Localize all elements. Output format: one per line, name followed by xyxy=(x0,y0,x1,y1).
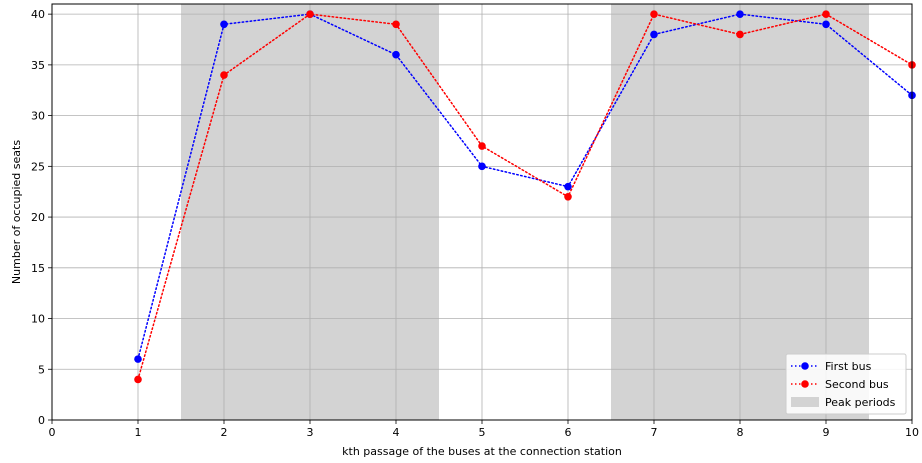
legend-marker-first-bus xyxy=(801,362,809,370)
data-point-second-bus xyxy=(564,192,572,201)
legend: First bus Second bus Peak periods xyxy=(785,353,907,415)
y-tick-label: 0 xyxy=(38,414,45,427)
legend-label-peak-periods: Peak periods xyxy=(825,396,896,409)
data-point-second-bus xyxy=(822,10,830,18)
legend-patch-peak-periods xyxy=(791,397,819,407)
x-tick-label: 6 xyxy=(565,426,572,439)
y-tick-label: 5 xyxy=(38,363,45,376)
x-tick-label: 5 xyxy=(479,426,486,439)
x-tick-label: 10 xyxy=(905,426,919,439)
x-tick-label: 7 xyxy=(651,426,658,439)
x-tick-label: 2 xyxy=(221,426,228,439)
x-tick-label: 3 xyxy=(307,426,314,439)
series-line-second-bus xyxy=(137,13,913,381)
data-point-first-bus xyxy=(478,162,486,171)
y-axis-label: Number of occupied seats xyxy=(10,140,23,284)
data-point-first-bus xyxy=(822,20,830,29)
legend-label-first-bus: First bus xyxy=(825,360,872,373)
y-tick-label: 30 xyxy=(31,110,45,123)
data-point-first-bus xyxy=(392,50,400,59)
data-point-first-bus xyxy=(564,182,572,191)
y-tick-label: 10 xyxy=(31,313,45,326)
data-point-second-bus xyxy=(392,20,400,29)
peak-period-shading xyxy=(181,4,869,420)
x-tick-label: 9 xyxy=(823,426,830,439)
legend-marker-second-bus xyxy=(801,380,809,388)
y-tick-label: 15 xyxy=(31,262,45,275)
x-tick-label: 4 xyxy=(393,426,400,439)
data-point-second-bus xyxy=(478,142,486,150)
y-tick-label: 25 xyxy=(31,160,45,173)
x-axis-label: kth passage of the buses at the connecti… xyxy=(342,445,622,458)
x-tick-label: 8 xyxy=(737,426,744,439)
data-point-first-bus xyxy=(220,20,228,29)
y-tick-label: 20 xyxy=(31,211,45,224)
x-tick-label: 1 xyxy=(135,426,142,439)
y-tick-label: 35 xyxy=(31,59,45,72)
data-point-first-bus xyxy=(736,10,744,18)
series-line-first-bus xyxy=(137,13,913,360)
axis-ticks: 0 1 2 3 4 5 6 7 8 9 10 0 5 10 15 20 25 30 35 40 xyxy=(31,8,919,439)
legend-label-second-bus: Second bus xyxy=(825,378,889,391)
data-point-second-bus xyxy=(736,30,744,39)
y-tick-label: 40 xyxy=(31,8,45,21)
x-tick-label: 0 xyxy=(49,426,56,439)
data-point-second-bus xyxy=(134,375,142,384)
data-point-first-bus xyxy=(650,30,658,39)
data-point-second-bus xyxy=(220,71,228,79)
series xyxy=(134,10,916,384)
data-point-second-bus xyxy=(306,10,314,18)
data-point-second-bus xyxy=(650,10,658,18)
data-point-first-bus xyxy=(134,355,142,363)
